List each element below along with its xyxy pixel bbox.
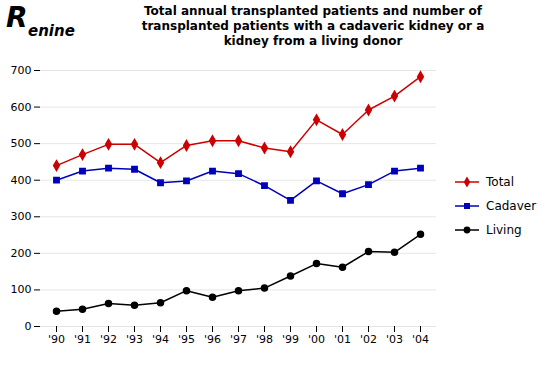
svg-text:'98: '98 xyxy=(256,333,273,346)
svg-text:'02: '02 xyxy=(360,333,377,346)
svg-text:500: 500 xyxy=(11,137,32,150)
html-text:Renine: Renine xyxy=(6,1,75,40)
svg-text:'95: '95 xyxy=(178,333,195,346)
svg-text:'90: '90 xyxy=(48,333,65,346)
svg-text:'97: '97 xyxy=(230,333,247,346)
svg-text:'91: '91 xyxy=(74,333,91,346)
svg-text:700: 700 xyxy=(11,64,32,77)
svg-text:'00: '00 xyxy=(308,333,325,346)
svg-text:100: 100 xyxy=(11,283,32,296)
svg-text:'01: '01 xyxy=(334,333,351,346)
svg-text:600: 600 xyxy=(11,101,32,114)
svg-text:'96: '96 xyxy=(204,333,221,346)
svg-text:'99: '99 xyxy=(282,333,299,346)
html-text:Cadaver: Cadaver xyxy=(486,199,537,213)
html-text:Living: Living xyxy=(486,223,522,237)
svg-text:'92: '92 xyxy=(100,333,117,346)
svg-text:'93: '93 xyxy=(126,333,143,346)
html-text:Total: Total xyxy=(486,175,514,189)
svg-text:'03: '03 xyxy=(386,333,403,346)
svg-text:0: 0 xyxy=(25,320,32,333)
html-text:Total annual transplanted pati: Total annual transplanted patients and n… xyxy=(141,4,485,48)
svg-text:400: 400 xyxy=(11,174,32,187)
svg-text:300: 300 xyxy=(11,210,32,223)
svg-text:'04: '04 xyxy=(412,333,429,346)
svg-text:200: 200 xyxy=(11,247,32,260)
svg-text:'94: '94 xyxy=(152,333,169,346)
